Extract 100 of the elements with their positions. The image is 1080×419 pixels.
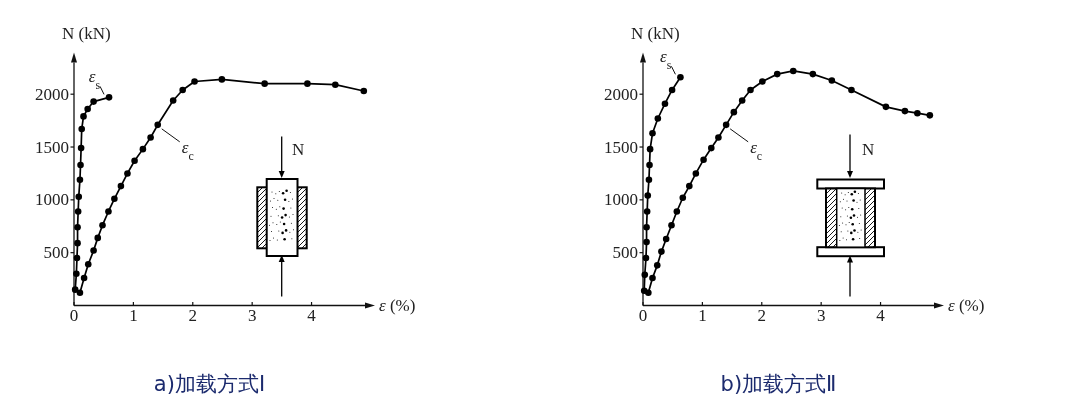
y-tick-label: 1500 (604, 137, 638, 157)
point (643, 224, 650, 231)
point (74, 208, 82, 215)
point (649, 274, 656, 282)
point (80, 274, 88, 282)
point (926, 112, 934, 119)
series-label: ε$_{c}$ (181, 137, 194, 163)
point (124, 170, 131, 177)
y-tick-label: 500 (43, 243, 69, 263)
point (730, 108, 738, 116)
x-tick-label: 1 (698, 305, 707, 325)
point (645, 289, 652, 297)
point (773, 70, 781, 78)
point (882, 103, 890, 111)
y-tick-label: 1500 (35, 137, 69, 157)
point (73, 270, 80, 278)
point (738, 97, 746, 104)
x-tick-label: 4 (876, 305, 886, 325)
point (649, 129, 656, 137)
x-tick-label: 0 (638, 305, 648, 325)
point (84, 261, 92, 268)
x-tick-label: 3 (816, 305, 826, 325)
annotation: N (862, 139, 875, 159)
point (645, 176, 653, 184)
point (360, 87, 368, 95)
point (644, 192, 652, 199)
point (715, 134, 722, 141)
series-label: ε$_{s}$ (660, 47, 672, 73)
point (218, 76, 226, 83)
y-axis-title: N (kN) (631, 23, 680, 43)
point (901, 107, 909, 115)
point (789, 67, 797, 75)
point (74, 239, 81, 247)
x-tick-label: 1 (129, 305, 138, 325)
y-tick-label: 1000 (604, 190, 638, 210)
point (641, 271, 649, 279)
point (105, 208, 112, 215)
point (139, 145, 147, 153)
x-tick-label: 2 (188, 305, 198, 325)
point (77, 161, 84, 169)
y-axis-title: N (kN) (62, 23, 111, 43)
x-tick-label: 2 (757, 305, 767, 325)
x-tick-label: 3 (247, 305, 257, 325)
point (722, 121, 730, 129)
point (677, 73, 684, 81)
series-label: ε$_{c}$ (750, 137, 763, 163)
point (78, 125, 86, 133)
point (105, 94, 113, 101)
point (154, 121, 162, 129)
point (117, 182, 125, 190)
point (80, 113, 87, 120)
point (99, 221, 106, 229)
point (828, 77, 836, 84)
point (94, 234, 102, 242)
point (646, 161, 653, 169)
point (71, 286, 79, 293)
point (77, 144, 85, 152)
point (668, 86, 676, 94)
point (708, 144, 715, 152)
x-axis-title: ε (%) (379, 295, 416, 315)
point (658, 248, 665, 255)
point (74, 224, 81, 231)
point (191, 78, 198, 85)
point (643, 208, 651, 215)
x-tick-label: 0 (69, 305, 79, 325)
point (131, 157, 138, 165)
point (332, 81, 339, 88)
y-tick-label: 2000 (35, 84, 69, 104)
point (668, 221, 675, 229)
point (700, 156, 707, 163)
x-axis-title: ε (%) (948, 295, 985, 315)
point (643, 238, 650, 246)
x-tick-label: 4 (307, 305, 317, 325)
text: b)加载方式Ⅱ (720, 372, 837, 396)
point (661, 100, 669, 107)
point (686, 182, 693, 190)
point (90, 247, 97, 254)
point (809, 70, 817, 78)
y-tick-label: 2000 (604, 84, 638, 104)
point (747, 86, 754, 94)
point (662, 235, 670, 243)
point (692, 170, 700, 177)
point (179, 86, 186, 94)
point (654, 115, 662, 122)
point (90, 98, 97, 105)
point (147, 134, 154, 141)
point (111, 195, 118, 203)
point (73, 254, 81, 262)
text: a)加载方式Ⅰ (153, 372, 266, 396)
point (848, 86, 855, 94)
point (679, 194, 687, 202)
point (169, 97, 177, 104)
point (304, 80, 311, 87)
point (261, 80, 268, 87)
point (76, 289, 84, 297)
annotation: N (292, 140, 305, 159)
y-tick-label: 1000 (35, 190, 69, 210)
y-tick-label: 500 (612, 243, 638, 263)
point (759, 78, 766, 85)
point (653, 262, 661, 269)
